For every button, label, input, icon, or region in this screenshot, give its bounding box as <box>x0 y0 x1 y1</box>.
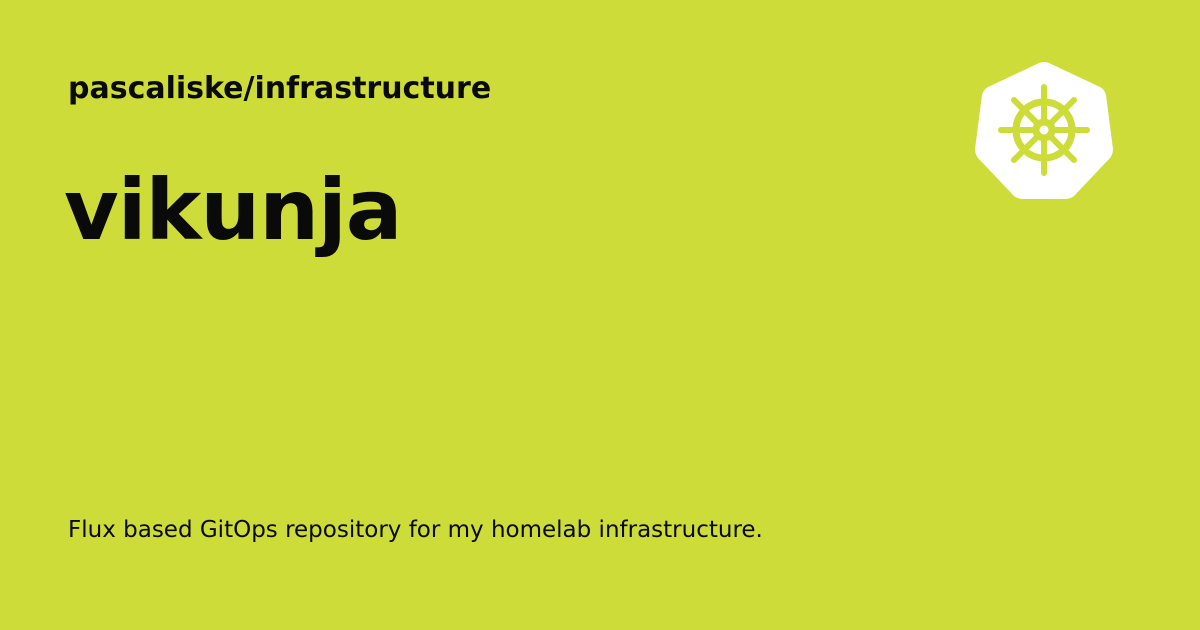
project-description: Flux based GitOps repository for my home… <box>68 517 763 543</box>
project-title: vikunja <box>64 161 402 259</box>
kubernetes-helm-wheel-icon <box>975 62 1113 199</box>
repository-path: pascaliske/infrastructure <box>68 71 492 106</box>
